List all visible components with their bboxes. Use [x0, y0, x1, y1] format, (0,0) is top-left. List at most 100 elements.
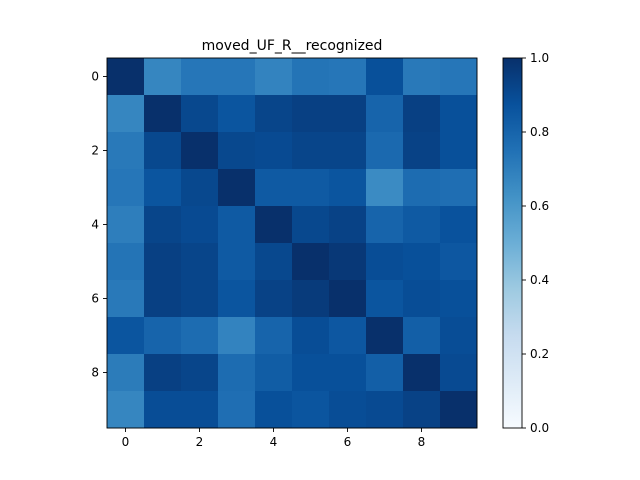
- heatmap-cell-r6-c2: [181, 280, 219, 318]
- heatmap-cell-r3-c4: [255, 169, 293, 207]
- y-axis: 0 2 4 6 8: [91, 70, 107, 380]
- heatmap-cell-r0-c7: [366, 58, 404, 96]
- heatmap-cell-r0-c9: [440, 58, 478, 96]
- heatmap-cell-r6-c5: [292, 280, 330, 318]
- heatmap-cell-r7-c0: [107, 317, 145, 355]
- heatmap-cell-r4-c1: [144, 206, 182, 244]
- heatmap-cell-r4-c9: [440, 206, 478, 244]
- heatmap-cell-r9-c5: [292, 391, 330, 429]
- heatmap-cell-r0-c3: [218, 58, 256, 96]
- heatmap-cell-r4-c8: [403, 206, 441, 244]
- heatmap-cell-r5-c5: [292, 243, 330, 281]
- colorbar-tick-label: 0.4: [530, 273, 549, 287]
- heatmap-cell-r1-c6: [329, 95, 367, 133]
- heatmap-cell-r8-c8: [403, 354, 441, 392]
- heatmap-cell-r2-c3: [218, 132, 256, 170]
- heatmap-cell-r5-c6: [329, 243, 367, 281]
- heatmap-cell-r9-c1: [144, 391, 182, 429]
- colorbar-tick-label: 0.8: [530, 125, 549, 139]
- heatmap-cell-r9-c7: [366, 391, 404, 429]
- heatmap-cell-r7-c5: [292, 317, 330, 355]
- heatmap-cell-r7-c8: [403, 317, 441, 355]
- heatmap-cell-r8-c2: [181, 354, 219, 392]
- heatmap-cell-r6-c4: [255, 280, 293, 318]
- colorbar-ticks: 0.0 0.2 0.4 0.6 0.8 1.0: [522, 51, 549, 435]
- heatmap-cell-r3-c0: [107, 169, 145, 207]
- heatmap-cell-r8-c7: [366, 354, 404, 392]
- heatmap-cell-r4-c4: [255, 206, 293, 244]
- heatmap-cell-r7-c9: [440, 317, 478, 355]
- heatmap-cell-r4-c0: [107, 206, 145, 244]
- heatmap-cell-r3-c6: [329, 169, 367, 207]
- heatmap-cell-r0-c4: [255, 58, 293, 96]
- x-axis: 0 2 4 6 8: [122, 428, 426, 449]
- heatmap-cell-r0-c2: [181, 58, 219, 96]
- heatmap-cell-r9-c8: [403, 391, 441, 429]
- heatmap-cell-r5-c4: [255, 243, 293, 281]
- heatmap-cell-r1-c4: [255, 95, 293, 133]
- heatmap-cell-r0-c5: [292, 58, 330, 96]
- plot-frame: [106, 57, 478, 429]
- heatmap-cell-r8-c6: [329, 354, 367, 392]
- heatmap-cell-r4-c6: [329, 206, 367, 244]
- heatmap-cell-r5-c7: [366, 243, 404, 281]
- heatmap-cell-r1-c0: [107, 95, 145, 133]
- heatmap-cell-r4-c2: [181, 206, 219, 244]
- heatmap-cell-r0-c6: [329, 58, 367, 96]
- heatmap-cell-r1-c3: [218, 95, 256, 133]
- heatmap-cell-r6-c1: [144, 280, 182, 318]
- heatmap-cell-r2-c2: [181, 132, 219, 170]
- heatmap-cell-r7-c4: [255, 317, 293, 355]
- heatmap-cell-r2-c4: [255, 132, 293, 170]
- heatmap-cell-r6-c9: [440, 280, 478, 318]
- heatmap-cell-r0-c1: [144, 58, 182, 96]
- colorbar: [502, 57, 523, 429]
- x-tick-label: 8: [418, 435, 426, 449]
- heatmap-cell-r6-c6: [329, 280, 367, 318]
- heatmap-cell-r8-c5: [292, 354, 330, 392]
- heatmap-cell-r3-c9: [440, 169, 478, 207]
- heatmap-cell-r1-c5: [292, 95, 330, 133]
- heatmap-cell-r2-c9: [440, 132, 478, 170]
- heatmap-cell-r5-c9: [440, 243, 478, 281]
- heatmap-cell-r4-c5: [292, 206, 330, 244]
- colorbar-tick-label: 0.2: [530, 347, 549, 361]
- heatmap-cell-r1-c8: [403, 95, 441, 133]
- heatmap-cell-r2-c0: [107, 132, 145, 170]
- x-tick-label: 2: [196, 435, 204, 449]
- heatmap-cell-r9-c4: [255, 391, 293, 429]
- colorbar-tick-label: 0.0: [530, 421, 549, 435]
- heatmap-cell-r1-c2: [181, 95, 219, 133]
- x-tick-label: 6: [344, 435, 352, 449]
- heatmap-cell-r6-c3: [218, 280, 256, 318]
- heatmap-cell-r8-c0: [107, 354, 145, 392]
- y-tick-label: 0: [91, 70, 99, 84]
- heatmap-cell-r0-c8: [403, 58, 441, 96]
- heatmap-cell-r3-c7: [366, 169, 404, 207]
- heatmap-cell-r8-c9: [440, 354, 478, 392]
- heatmap-cell-r3-c1: [144, 169, 182, 207]
- heatmap-cell-r9-c6: [329, 391, 367, 429]
- heatmap-cell-r2-c7: [366, 132, 404, 170]
- heatmap-cell-r8-c4: [255, 354, 293, 392]
- colorbar-tick-label: 0.6: [530, 199, 549, 213]
- heatmap-cell-r6-c0: [107, 280, 145, 318]
- y-tick-label: 6: [91, 292, 99, 306]
- heatmap-cell-r8-c3: [218, 354, 256, 392]
- y-tick-label: 8: [91, 366, 99, 380]
- heatmap-cell-r2-c6: [329, 132, 367, 170]
- heatmap-cell-r4-c7: [366, 206, 404, 244]
- heatmap-cell-r7-c7: [366, 317, 404, 355]
- heatmap-cell-r3-c3: [218, 169, 256, 207]
- heatmap-cell-r6-c8: [403, 280, 441, 318]
- heatmap-cell-r3-c5: [292, 169, 330, 207]
- y-tick-label: 2: [91, 144, 99, 158]
- heatmap-cell-r7-c2: [181, 317, 219, 355]
- heatmap-cells: [107, 58, 478, 429]
- chart-title: moved_UF_R__recognized: [202, 38, 383, 54]
- heatmap-cell-r8-c1: [144, 354, 182, 392]
- heatmap-cell-r1-c7: [366, 95, 404, 133]
- heatmap-cell-r7-c3: [218, 317, 256, 355]
- x-tick-label: 0: [122, 435, 130, 449]
